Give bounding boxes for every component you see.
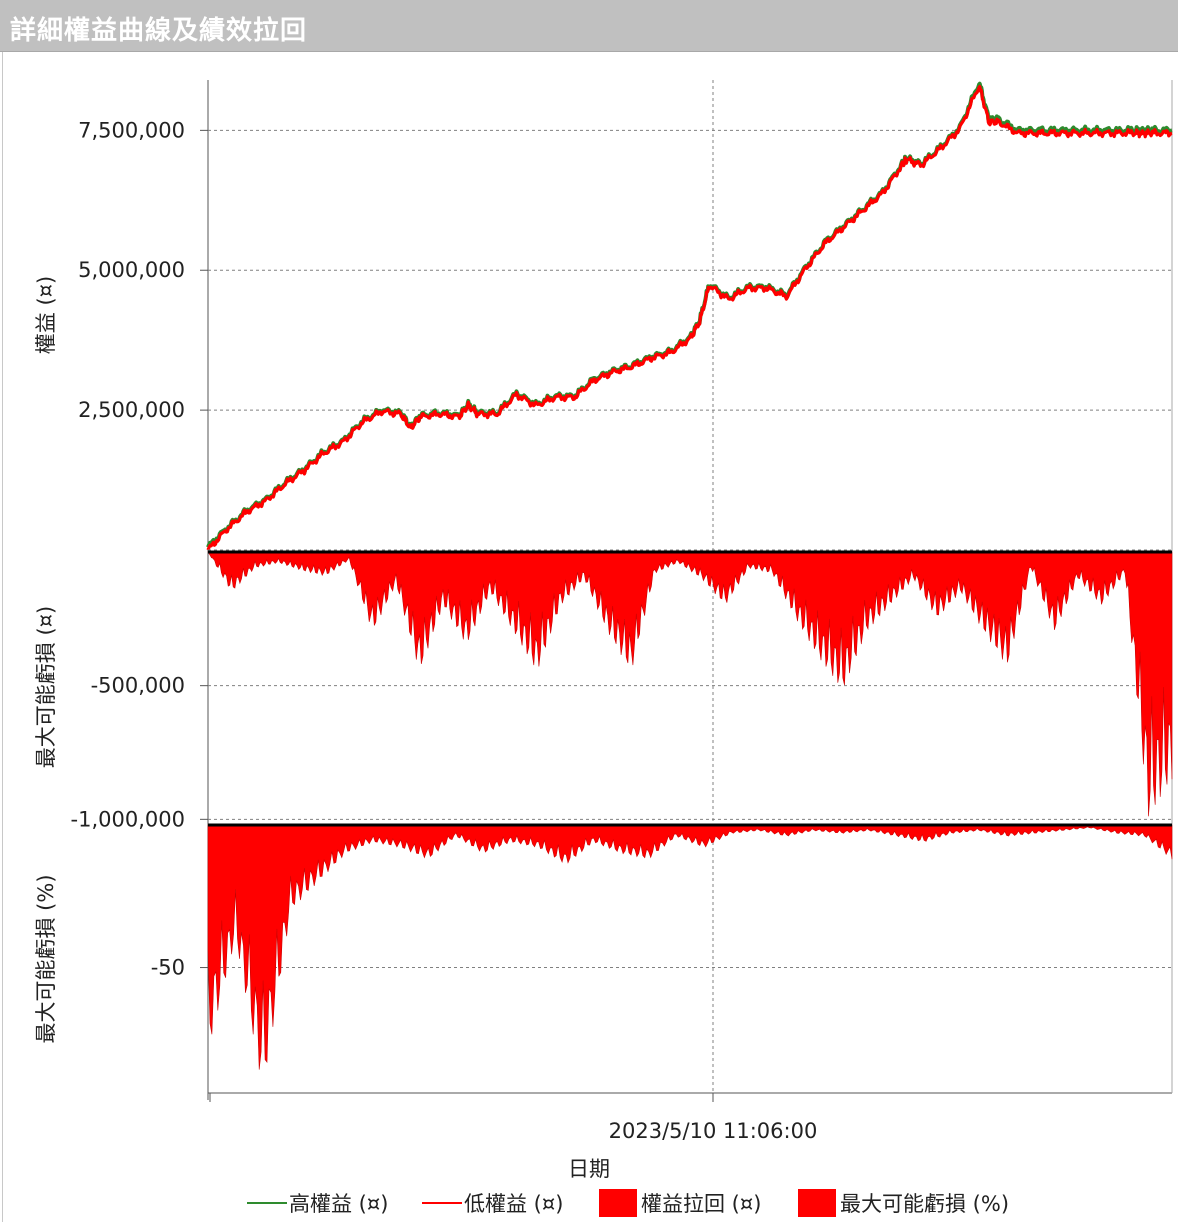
y-axis-title: 權益 (¤) <box>34 276 58 354</box>
y-tick-label: -1,000,000 <box>71 807 185 831</box>
y-tick-label: -50 <box>151 956 185 980</box>
legend-item-max-loss-pct: 最大可能虧損 (%) <box>798 1188 1009 1218</box>
legend-swatch-max-loss-pct <box>798 1189 836 1217</box>
legend-label-max-loss-pct: 最大可能虧損 (%) <box>840 1192 1010 1216</box>
legend-label-high-equity: 高權益 (¤) <box>289 1192 389 1216</box>
legend: 高權益 (¤) 低權益 (¤) 權益拉回 (¤) 最大可能虧損 (%) <box>0 1188 1178 1218</box>
drawdown-area <box>207 551 1173 817</box>
series-line-high-equity <box>206 81 1173 548</box>
y-axis-title: 最大可能虧損 (%) <box>34 874 58 1043</box>
legend-item-drawdown: 權益拉回 (¤) <box>599 1188 761 1218</box>
legend-label-drawdown: 權益拉回 (¤) <box>641 1192 762 1216</box>
legend-swatch-drawdown <box>599 1189 637 1217</box>
x-axis-title: 日期 <box>568 1157 610 1181</box>
x-tick-label: 2023/5/10 11:06:00 <box>609 1119 818 1143</box>
y-tick-label: -500,000 <box>91 674 185 698</box>
legend-item-low-equity: 低權益 (¤) <box>422 1188 563 1218</box>
legend-swatch-low-equity <box>422 1202 462 1204</box>
y-tick-label: 7,500,000 <box>78 118 185 142</box>
max-loss-pct-area <box>207 824 1173 1070</box>
frame-border <box>2 52 3 1222</box>
legend-label-low-equity: 低權益 (¤) <box>464 1192 564 1216</box>
legend-item-high-equity: 高權益 (¤) <box>247 1188 388 1218</box>
y-tick-label: 5,000,000 <box>78 258 185 282</box>
title-bar: 詳細權益曲線及績效拉回 <box>0 0 1178 52</box>
y-tick-label: 2,500,000 <box>78 398 185 422</box>
window-title: 詳細權益曲線及績效拉回 <box>10 16 308 46</box>
y-axis-title: 最大可能虧損 (¤) <box>34 606 58 768</box>
series-line-low-equity <box>206 84 1173 551</box>
legend-swatch-high-equity <box>247 1202 287 1204</box>
